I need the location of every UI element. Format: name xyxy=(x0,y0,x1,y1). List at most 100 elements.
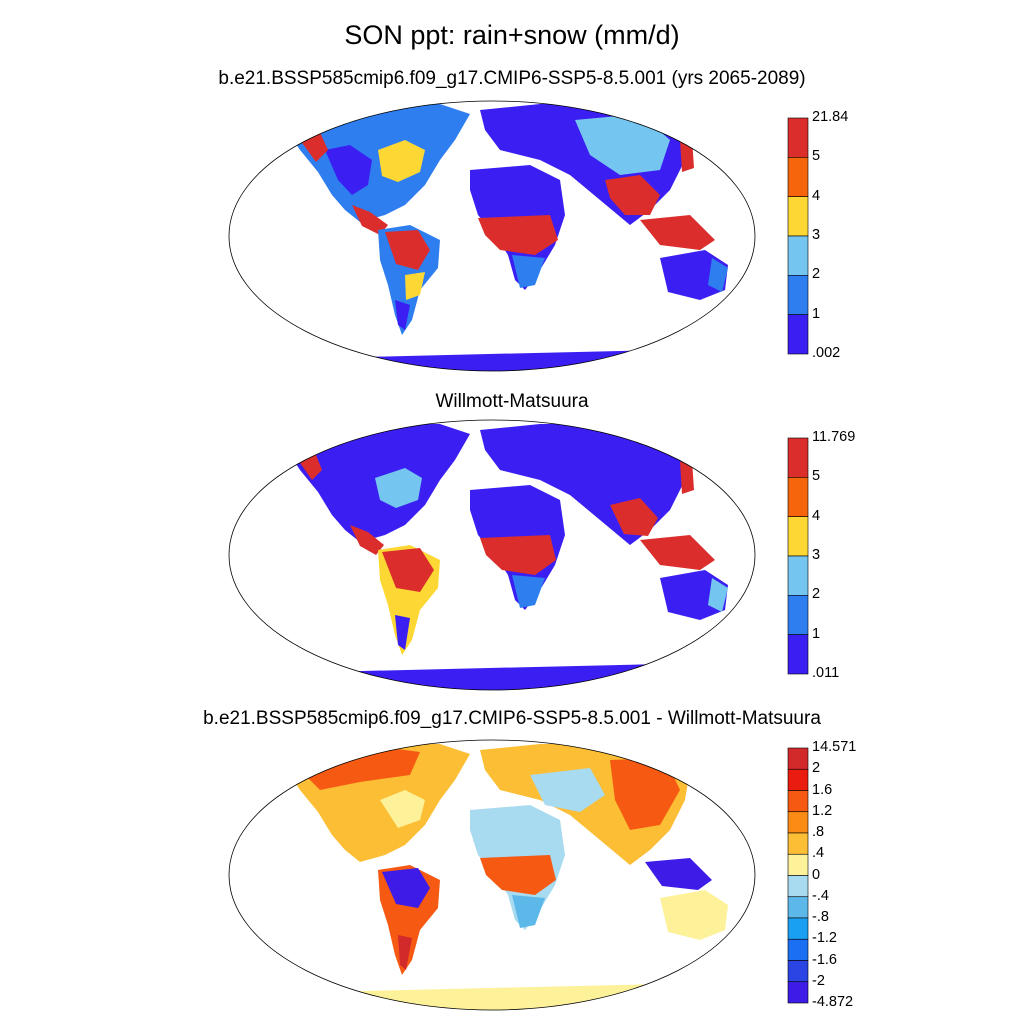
colorbar-label: .8 xyxy=(812,824,825,840)
south-america-south xyxy=(395,615,410,650)
colorbar-swatch xyxy=(787,938,809,961)
map-panel-1 xyxy=(228,100,756,372)
colorbar-label: 2 xyxy=(812,266,821,283)
panel-3-title: b.e21.BSSP585cmip6.f09_g17.CMIP6-SSP5-8.… xyxy=(203,708,821,729)
australia-east-coast xyxy=(708,258,728,292)
colorbar-swatch xyxy=(787,555,809,596)
colorbar-swatch xyxy=(787,314,809,355)
colorbar-swatch xyxy=(787,981,809,1004)
colorbar-label: .011 xyxy=(812,665,840,681)
amazon-wet xyxy=(382,548,434,592)
colorbar-label: -1.2 xyxy=(812,930,837,947)
africa-south xyxy=(512,255,545,288)
colorbar-swatch xyxy=(787,875,809,898)
colorbar-swatch xyxy=(787,960,809,983)
colorbar-swatch xyxy=(787,516,809,557)
colorbar-label: -.4 xyxy=(812,887,829,904)
colorbar-swatch xyxy=(787,917,809,940)
colorbar-label: -2 xyxy=(812,972,825,989)
amazon-drying xyxy=(382,868,430,908)
colorbar-swatch xyxy=(787,595,809,635)
australia-region xyxy=(660,890,728,940)
colorbar-swatch xyxy=(787,747,809,770)
map-panel-2 xyxy=(228,419,756,691)
colorbar-swatch xyxy=(787,634,809,675)
colorbar-swatch xyxy=(787,811,809,834)
north-america-north xyxy=(300,748,420,790)
colorbar-2: 11.769 5 4 3 2 1 .011 xyxy=(787,429,855,681)
maritime-continent xyxy=(640,535,715,570)
colorbar-label: 1.2 xyxy=(812,802,833,819)
south-america-mid xyxy=(405,272,425,300)
central-america xyxy=(352,205,388,235)
colorbar-swatches xyxy=(787,747,809,1004)
colorbar-label: 14.571 xyxy=(812,739,857,755)
colorbar-label: 3 xyxy=(812,547,821,563)
colorbar-1: 21.84 5 4 3 2 1 .002 xyxy=(787,109,848,361)
colorbar-swatch xyxy=(787,832,809,855)
figure-title: SON ppt: rain+snow (mm/d) xyxy=(344,20,680,50)
colorbar-swatch xyxy=(787,896,809,919)
africa-tropical-wet xyxy=(480,535,556,575)
antarctica-region xyxy=(290,984,700,1010)
amazon-wet xyxy=(385,230,430,270)
colorbar-label: 0 xyxy=(812,866,821,883)
colorbar-label: 5 xyxy=(812,148,821,165)
south-asia-monsoon xyxy=(610,498,658,536)
colorbar-swatch xyxy=(787,157,809,197)
map-outline-3 xyxy=(228,739,756,1011)
east-asia xyxy=(610,758,680,830)
south-america-south xyxy=(398,935,412,970)
africa-south xyxy=(512,895,545,928)
antarctica-region xyxy=(290,350,700,371)
north-america-east-wet xyxy=(378,140,425,182)
colorbar-swatch xyxy=(787,196,809,237)
colorbar-label: 4 xyxy=(812,187,821,204)
colorbar-label: -4.872 xyxy=(812,994,854,1010)
central-asia xyxy=(530,768,605,812)
maritime-continent xyxy=(640,215,715,250)
colorbar-label: .002 xyxy=(812,345,841,361)
colorbar-label: 4 xyxy=(812,507,821,524)
maritime-continent xyxy=(645,858,712,890)
colorbar-label: 11.769 xyxy=(812,429,856,445)
colorbar-swatch xyxy=(787,768,809,791)
map-field-2 xyxy=(290,424,728,690)
siberia-wet xyxy=(575,114,670,175)
australia-region xyxy=(660,570,728,620)
south-america-south xyxy=(395,300,410,330)
map-field-3 xyxy=(290,744,728,1010)
central-america xyxy=(350,525,384,555)
panel-2-title: Willmott-Matsuura xyxy=(435,391,589,412)
panel-1-title: b.e21.BSSP585cmip6.f09_g17.CMIP6-SSP5-8.… xyxy=(218,68,806,89)
australia-east-coast xyxy=(708,578,728,612)
africa-tropical-wet xyxy=(478,215,558,255)
japan-wet xyxy=(680,460,694,494)
colorbar-swatch xyxy=(787,477,809,517)
north-america-east xyxy=(380,790,425,828)
map-panel-3 xyxy=(228,739,756,1011)
colorbar-swatch xyxy=(787,275,809,315)
australia-region xyxy=(660,250,728,300)
colorbar-label: -.8 xyxy=(812,909,829,925)
north-america-east-wet xyxy=(375,468,422,508)
map-outline-1 xyxy=(228,100,756,372)
colorbar-label: 1 xyxy=(812,305,821,322)
south-asia-monsoon xyxy=(605,175,660,215)
colorbar-swatch xyxy=(787,117,809,158)
map-field-1 xyxy=(290,104,728,371)
map-outline-2 xyxy=(228,419,756,691)
colorbar-label: 1.6 xyxy=(812,781,833,798)
colorbar-label: 1 xyxy=(812,625,821,642)
colorbar-swatches xyxy=(787,437,809,675)
colorbar-label: 5 xyxy=(812,468,821,485)
colorbar-label: -1.6 xyxy=(812,951,837,968)
colorbar-label: 2 xyxy=(812,586,821,603)
north-america-dry-west xyxy=(325,145,372,195)
africa-south xyxy=(512,575,545,608)
colorbar-label: 2 xyxy=(812,760,821,777)
antarctica-region xyxy=(290,664,700,690)
colorbar-swatch xyxy=(787,235,809,276)
colorbar-label: .4 xyxy=(812,845,825,862)
